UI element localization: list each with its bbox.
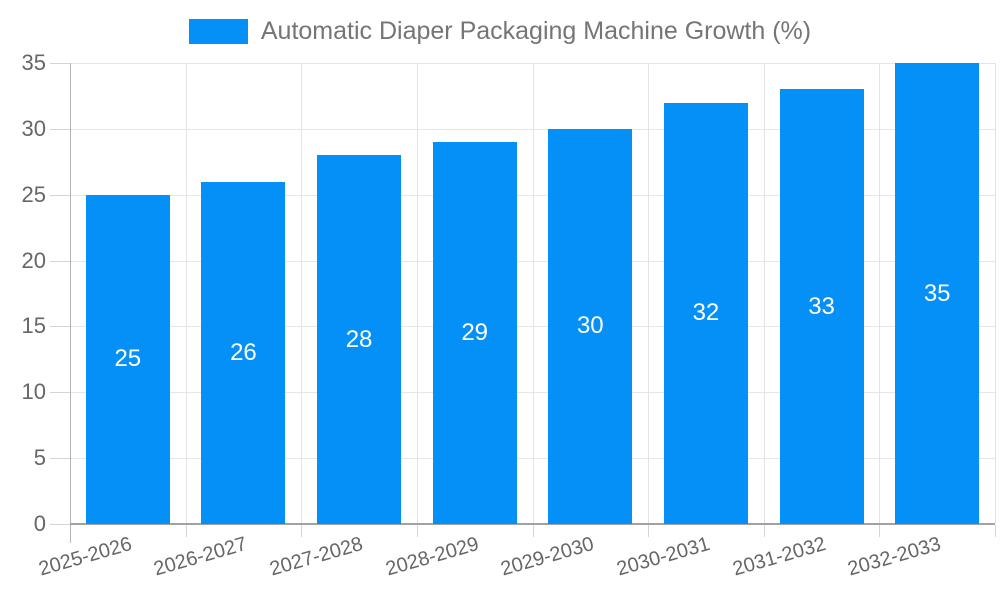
x-axis-tick <box>185 525 187 537</box>
x-axis-tick <box>995 525 996 537</box>
y-axis-line <box>70 63 71 543</box>
bar[interactable] <box>201 181 286 524</box>
gridline-vertical <box>763 63 765 524</box>
bar-value-label: 30 <box>576 312 604 340</box>
y-axis-label: 25 <box>21 181 46 207</box>
bar-value-label: 25 <box>114 345 142 373</box>
y-axis-tick <box>50 63 70 64</box>
gridline-vertical <box>879 63 881 524</box>
bar[interactable] <box>85 194 170 524</box>
bar-value-label: 35 <box>923 279 951 307</box>
y-axis-label: 10 <box>21 379 46 405</box>
x-axis-tick <box>301 525 303 537</box>
bar[interactable] <box>663 102 748 524</box>
gridline-vertical <box>301 63 303 524</box>
bar-value-label: 32 <box>692 299 720 327</box>
gridline-vertical <box>185 63 187 524</box>
bar-value-label: 33 <box>808 292 835 320</box>
y-axis-tick <box>50 128 70 130</box>
gridline-vertical <box>995 63 996 524</box>
y-axis-label: 5 <box>33 445 46 471</box>
y-axis-label: 15 <box>21 313 46 339</box>
chart-legend[interactable]: Automatic Diaper Packaging Machine Growt… <box>0 14 1000 48</box>
bar-value-label: 26 <box>230 338 257 366</box>
gridline-vertical <box>648 63 650 524</box>
x-axis-tick <box>416 525 418 537</box>
bar-value-label: 28 <box>345 325 373 353</box>
x-axis-tick <box>648 525 650 537</box>
y-axis-tick <box>50 458 70 460</box>
y-axis-tick <box>50 392 70 394</box>
bar[interactable] <box>548 128 633 524</box>
bar[interactable] <box>317 155 402 524</box>
y-axis-label: 30 <box>21 115 46 141</box>
bar[interactable] <box>895 63 980 524</box>
x-axis-tick <box>879 525 881 537</box>
y-axis-tick <box>50 326 70 328</box>
gridline-vertical <box>532 63 534 524</box>
legend-swatch-icon <box>188 18 248 44</box>
y-axis-tick <box>50 194 70 196</box>
x-axis-tick <box>763 525 765 537</box>
legend-label: Automatic Diaper Packaging Machine Growt… <box>260 16 812 45</box>
bar-value-label: 29 <box>461 319 489 346</box>
x-axis-tick <box>532 525 534 537</box>
y-axis-label: 35 <box>21 50 46 75</box>
y-axis-tick <box>50 260 70 262</box>
bar[interactable] <box>432 142 517 524</box>
y-axis-tick <box>50 524 70 525</box>
bar[interactable] <box>779 89 864 524</box>
gridline-vertical <box>416 63 418 524</box>
x-axis-line <box>70 523 995 525</box>
y-axis-label: 20 <box>21 247 46 273</box>
y-axis-label: 0 <box>33 511 46 536</box>
